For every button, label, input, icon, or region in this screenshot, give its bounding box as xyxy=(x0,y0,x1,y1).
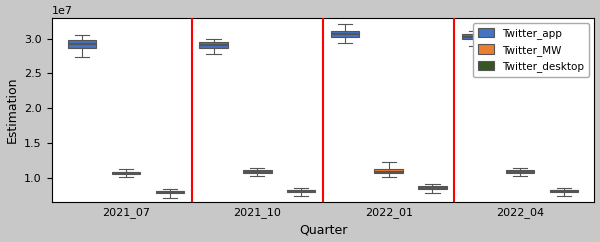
Legend: Twitter_app, Twitter_MW, Twitter_desktop: Twitter_app, Twitter_MW, Twitter_desktop xyxy=(473,23,589,77)
PathPatch shape xyxy=(199,42,228,48)
PathPatch shape xyxy=(462,34,490,39)
PathPatch shape xyxy=(243,170,272,173)
PathPatch shape xyxy=(418,186,446,189)
PathPatch shape xyxy=(331,31,359,37)
Y-axis label: Estimation: Estimation xyxy=(5,77,19,143)
PathPatch shape xyxy=(287,190,316,192)
X-axis label: Quarter: Quarter xyxy=(299,223,347,236)
PathPatch shape xyxy=(550,190,578,192)
PathPatch shape xyxy=(155,191,184,193)
PathPatch shape xyxy=(112,172,140,174)
PathPatch shape xyxy=(374,169,403,173)
PathPatch shape xyxy=(506,170,534,173)
PathPatch shape xyxy=(68,40,97,48)
